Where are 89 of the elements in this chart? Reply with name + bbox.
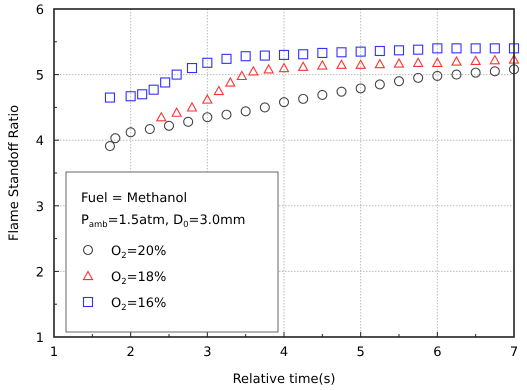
point [236, 70, 247, 80]
legend-label: O$_{2}$=20% [111, 244, 166, 260]
point [394, 76, 404, 86]
point [470, 43, 481, 54]
point [298, 62, 308, 71]
point [126, 127, 136, 138]
point [298, 49, 308, 60]
point [148, 84, 159, 95]
y-tick-label: 4 [36, 134, 44, 150]
point [432, 70, 442, 81]
point [164, 120, 174, 131]
point [126, 91, 136, 102]
legend-label: O$_{2}$=16% [111, 296, 166, 312]
point [278, 62, 290, 72]
point [317, 48, 328, 58]
point [264, 64, 274, 74]
point [508, 43, 520, 54]
point [225, 77, 236, 87]
point [160, 77, 170, 88]
x-tick-label: 2 [126, 345, 135, 360]
point [336, 47, 347, 58]
point [298, 94, 308, 104]
x-tick-label: 1 [50, 345, 58, 360]
point [317, 90, 328, 100]
point [490, 66, 500, 76]
point [278, 50, 290, 60]
point [202, 94, 212, 104]
y-tick-label: 2 [36, 265, 44, 280]
point [374, 79, 385, 90]
point [156, 112, 166, 122]
point [336, 86, 347, 97]
y-axis-title: Flame Standoff Ratio [7, 104, 22, 242]
point [336, 60, 347, 69]
point [172, 70, 182, 80]
y-tick-label: 5 [36, 68, 44, 84]
point [317, 60, 328, 70]
point [221, 54, 232, 64]
point [110, 133, 120, 144]
point [374, 59, 385, 68]
point [394, 45, 404, 56]
point [394, 58, 404, 68]
x-tick-label: 5 [356, 345, 365, 360]
annotation: P$_{amb}$=1.5atm, D$_{0}$=3.0mm [81, 213, 246, 230]
x-tick-label: 7 [510, 345, 518, 360]
point [490, 43, 500, 54]
point [451, 56, 462, 66]
point [240, 51, 251, 62]
y-tick-label: 1 [36, 331, 44, 346]
point [144, 124, 155, 134]
point [137, 89, 148, 100]
point [413, 44, 424, 55]
point [260, 50, 270, 61]
point [432, 43, 442, 54]
x-tick-label: 6 [433, 345, 442, 360]
y-tick-label: 6 [36, 3, 44, 18]
point [202, 58, 212, 68]
point [470, 56, 481, 65]
point [202, 112, 212, 122]
point [186, 102, 198, 112]
point [214, 86, 224, 96]
point [240, 106, 251, 116]
x-tick-label: 3 [203, 345, 212, 360]
point [186, 62, 198, 74]
x-axis-title: Relative time(s) [232, 372, 336, 387]
point [470, 68, 481, 78]
point [260, 102, 270, 112]
point [508, 64, 520, 74]
point [172, 108, 182, 117]
point [413, 58, 424, 67]
point [104, 141, 116, 152]
x-tick-label: 4 [280, 345, 288, 360]
point [104, 92, 116, 103]
point [356, 46, 366, 57]
point [374, 46, 385, 56]
legend-label: O$_{2}$=18% [111, 270, 166, 286]
point [451, 70, 462, 80]
point [490, 55, 500, 64]
point [183, 116, 194, 127]
point [248, 66, 258, 76]
point [413, 72, 424, 83]
point [432, 58, 442, 67]
point [221, 110, 232, 120]
point [508, 54, 520, 64]
point [451, 43, 462, 54]
legend-title: Fuel = Methanol [81, 191, 188, 206]
y-tick-label: 3 [36, 200, 44, 215]
point [356, 60, 366, 69]
point [356, 83, 366, 94]
point [278, 97, 290, 108]
